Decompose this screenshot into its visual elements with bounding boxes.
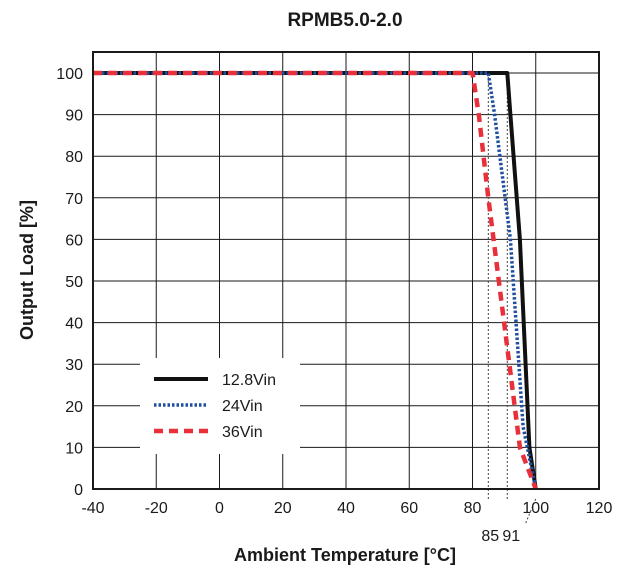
y-tick-label: 80 <box>65 149 83 166</box>
y-tick-label: 20 <box>65 399 83 416</box>
y-axis-label: Output Load [%] <box>17 200 37 340</box>
plot-frame <box>92 51 600 490</box>
x-axis-label: Ambient Temperature [°C] <box>234 545 456 565</box>
y-tick-label: 100 <box>56 66 83 83</box>
annotation-leader-diag <box>525 498 537 524</box>
series-layer <box>93 70 538 490</box>
y-tick-label: 40 <box>65 316 83 333</box>
legend: 12.8Vin 24Vin 36Vin <box>140 358 300 454</box>
annotation-lines <box>487 73 537 524</box>
series-line-24Vin <box>93 71 538 490</box>
y-tick-label: 50 <box>65 274 83 291</box>
legend-label-12.8Vin: 12.8Vin <box>222 372 276 389</box>
x-tick-label: 60 <box>400 500 418 517</box>
annotation-labels: 85 91 <box>481 528 520 545</box>
x-tick-label: 100 <box>522 500 549 517</box>
x-tick-label: 80 <box>464 500 482 517</box>
x-tick-label: 120 <box>586 500 613 517</box>
y-tick-label: 30 <box>65 357 83 374</box>
y-tick-label: 0 <box>74 482 83 499</box>
y-tick-label: 10 <box>65 440 83 457</box>
x-tick-label: 20 <box>274 500 292 517</box>
y-tick-label: 60 <box>65 232 83 249</box>
x-tick-labels: -40 -20 0 20 40 60 80 100 120 <box>81 500 612 517</box>
x-tick-label: 0 <box>215 500 224 517</box>
chart-title: RPMB5.0-2.0 <box>287 10 402 31</box>
series-line-36Vin <box>93 70 538 490</box>
x-tick-label: -40 <box>81 500 104 517</box>
annotation-label-91: 91 <box>502 528 520 545</box>
legend-label-36Vin: 36Vin <box>222 424 263 441</box>
y-tick-label: 70 <box>65 191 83 208</box>
y-tick-labels: 0 10 20 30 40 50 60 70 80 90 100 <box>56 66 83 499</box>
legend-box <box>140 358 300 454</box>
annotation-label-85: 85 <box>481 528 499 545</box>
x-tick-label: 40 <box>337 500 355 517</box>
legend-label-24Vin: 24Vin <box>222 398 263 415</box>
x-tick-label: -20 <box>145 500 168 517</box>
y-tick-label: 90 <box>65 108 83 125</box>
